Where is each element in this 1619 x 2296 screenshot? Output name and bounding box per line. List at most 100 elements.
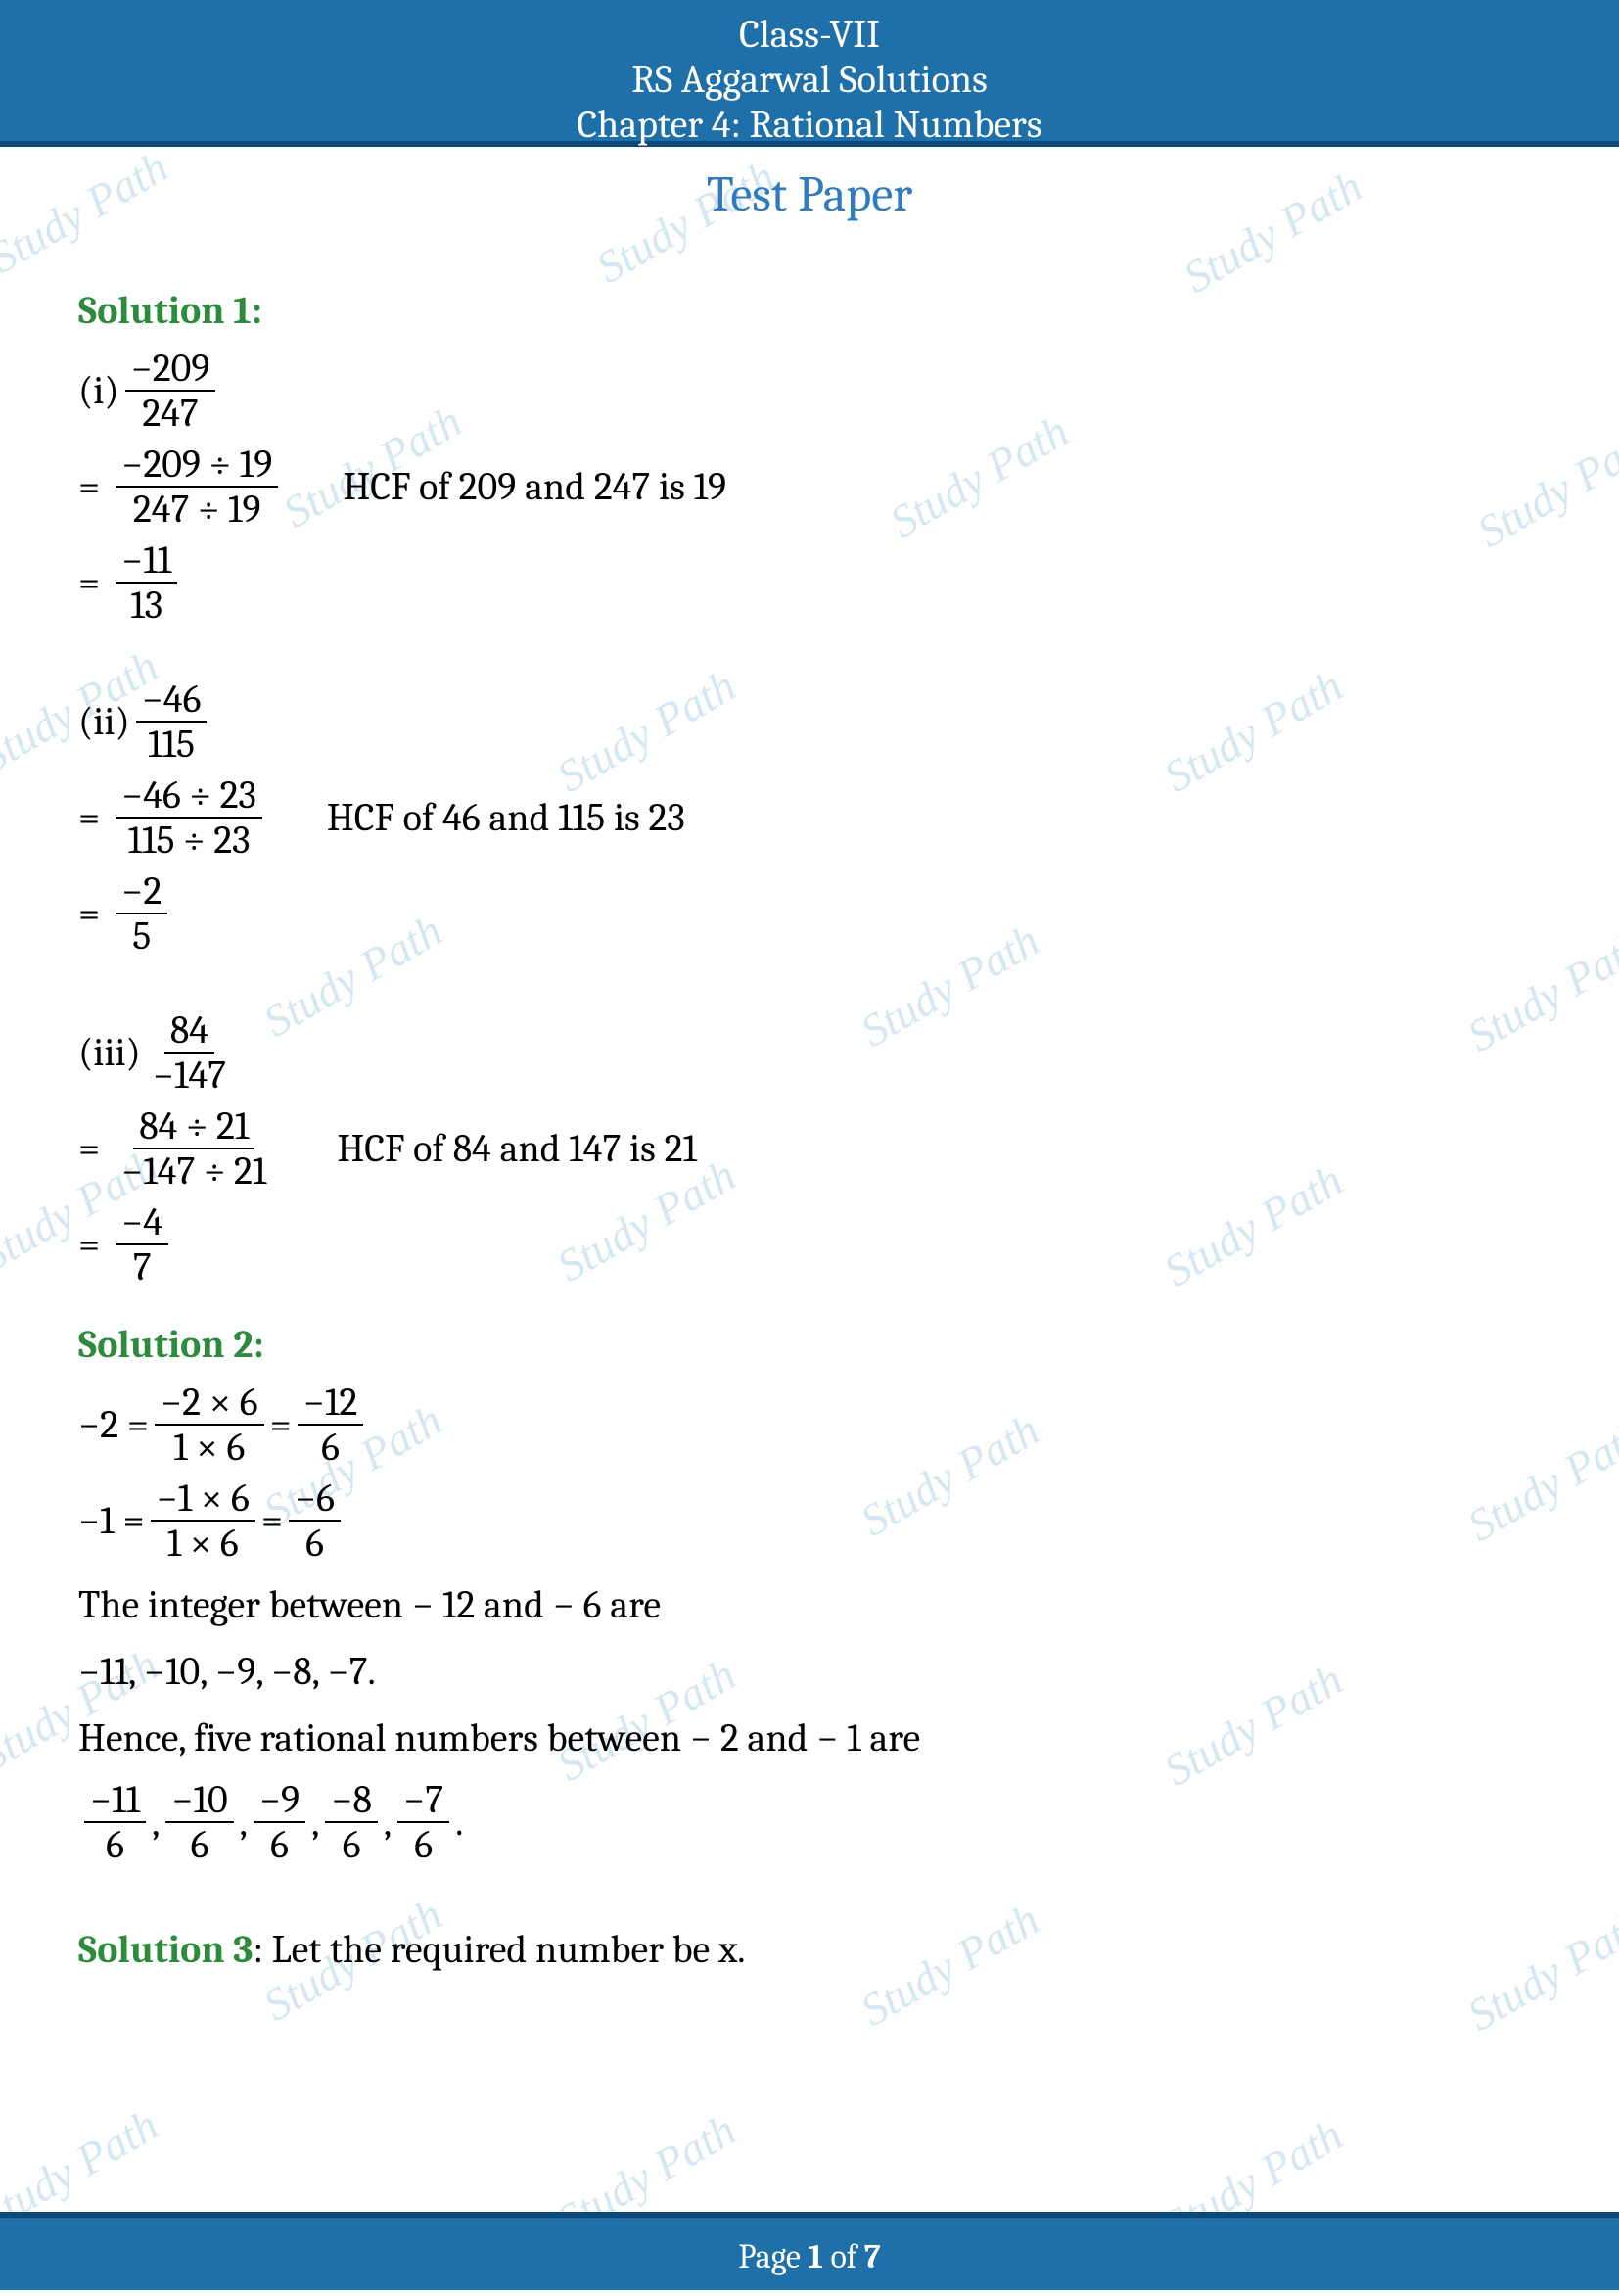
- header-line-1: Class-VII: [0, 12, 1619, 57]
- solution-3-title: Solution 3: [78, 1927, 254, 1972]
- separator: ,: [152, 1796, 160, 1849]
- equals-sign: =: [78, 887, 100, 940]
- denominator: 6: [185, 1823, 215, 1866]
- numerator: −46: [136, 678, 208, 723]
- solution-2-title: Solution 2:: [78, 1318, 1541, 1371]
- solution-3-line: Solution 3: Let the required number be x…: [78, 1923, 1541, 1976]
- footer-of: of: [823, 2237, 864, 2276]
- denominator: 115 ÷ 23: [122, 819, 256, 862]
- page-footer: Page 1 of 7: [0, 2212, 1619, 2290]
- s1-p3-label: (iii): [78, 1026, 141, 1079]
- fraction: −106: [165, 1778, 233, 1866]
- hcf-note: HCF of 84 and 147 is 21: [337, 1122, 697, 1175]
- page-header: Class-VII RS Aggarwal Solutions Chapter …: [0, 0, 1619, 147]
- solution-3-text: Let the required number be x.: [272, 1927, 746, 1972]
- fraction: −11 13: [116, 539, 177, 627]
- fraction: −12 6: [298, 1381, 364, 1469]
- s1-p2-line3: = −2 5: [78, 869, 1541, 958]
- numerator: −209: [125, 347, 216, 392]
- denominator: 6: [264, 1823, 295, 1866]
- fraction: 84 −147: [147, 1008, 232, 1097]
- footer-total: 7: [864, 2237, 881, 2276]
- fraction: −76: [397, 1778, 449, 1866]
- fraction: −4 7: [116, 1200, 168, 1289]
- denominator: 6: [100, 1823, 130, 1866]
- denominator: 247: [136, 392, 204, 435]
- numerator: −8: [325, 1778, 378, 1823]
- fraction: −1 × 6 1 × 6: [151, 1476, 255, 1565]
- denominator: 6: [408, 1823, 439, 1866]
- numerator: −9: [254, 1778, 305, 1823]
- equals-sign: =: [270, 1398, 292, 1451]
- s1-p3-line3: = −4 7: [78, 1200, 1541, 1289]
- solution-1-title: Solution 1:: [78, 284, 1541, 337]
- denominator: 6: [315, 1426, 346, 1469]
- numerator: −209 ÷ 19: [116, 443, 278, 488]
- s2-lhs1: −2 =: [78, 1398, 149, 1451]
- s1-p1-line1: (i) −209 247: [78, 347, 1541, 435]
- s2-text1: The integer between − 12 and − 6 are: [78, 1578, 1541, 1631]
- fraction: −116: [84, 1778, 146, 1866]
- numerator: −1 × 6: [151, 1476, 255, 1522]
- denominator: 247 ÷ 19: [127, 488, 267, 531]
- s1-p3-line1: (iii) 84 −147: [78, 1008, 1541, 1097]
- denominator: 1 × 6: [167, 1426, 251, 1469]
- separator: ,: [384, 1796, 392, 1849]
- fraction: −209 ÷ 19 247 ÷ 19: [116, 443, 278, 531]
- fraction: −46 115: [136, 678, 208, 766]
- fraction: −6 6: [289, 1476, 341, 1565]
- denominator: 1 × 6: [162, 1522, 245, 1565]
- s2-line2: −1 = −1 × 6 1 × 6 = −6 6: [78, 1476, 1541, 1565]
- numerator: −12: [298, 1381, 364, 1426]
- numerator: −10: [165, 1778, 233, 1823]
- separator: ,: [240, 1796, 248, 1849]
- equals-sign: =: [261, 1494, 283, 1547]
- equals-sign: =: [78, 791, 100, 844]
- denominator: 115: [142, 723, 201, 766]
- s2-lhs2: −1 =: [78, 1494, 145, 1547]
- solution-3-colon: :: [254, 1927, 272, 1972]
- separator: ,: [311, 1796, 319, 1849]
- denominator: −147: [147, 1054, 232, 1097]
- separator: .: [455, 1796, 463, 1849]
- s1-p1-line2: = −209 ÷ 19 247 ÷ 19 HCF of 209 and 247 …: [78, 443, 1541, 531]
- numerator: 84 ÷ 21: [133, 1104, 254, 1149]
- numerator: −11: [84, 1778, 146, 1823]
- fraction: 84 ÷ 21 −147 ÷ 21: [116, 1104, 272, 1193]
- fraction: −2 5: [116, 869, 167, 958]
- footer-current: 1: [808, 2237, 823, 2276]
- numerator: −4: [116, 1200, 168, 1245]
- denominator: 6: [337, 1823, 367, 1866]
- denominator: 6: [300, 1522, 330, 1565]
- fraction: −86: [325, 1778, 378, 1866]
- numerator: −2: [116, 869, 167, 914]
- denominator: 13: [124, 584, 168, 627]
- hcf-note: HCF of 209 and 247 is 19: [343, 460, 726, 513]
- s2-answer-fracs: −116, −106, −96, −86, −76.: [78, 1778, 1541, 1866]
- numerator: −46 ÷ 23: [116, 773, 262, 819]
- s1-p3-line2: = 84 ÷ 21 −147 ÷ 21 HCF of 84 and 147 is…: [78, 1104, 1541, 1193]
- denominator: −147 ÷ 21: [116, 1149, 272, 1193]
- fraction: −96: [254, 1778, 305, 1866]
- numerator: −2 × 6: [155, 1381, 264, 1426]
- fraction: −46 ÷ 23 115 ÷ 23: [116, 773, 262, 862]
- equals-sign: =: [78, 1218, 100, 1271]
- s1-p1-label: (i): [78, 364, 119, 417]
- s2-line1: −2 = −2 × 6 1 × 6 = −12 6: [78, 1381, 1541, 1469]
- equals-sign: =: [78, 460, 100, 513]
- s1-p1-line3: = −11 13: [78, 539, 1541, 627]
- fraction: −2 × 6 1 × 6: [155, 1381, 264, 1469]
- denominator: 7: [127, 1245, 158, 1289]
- numerator: −7: [397, 1778, 449, 1823]
- equals-sign: =: [78, 556, 100, 609]
- s2-text3: Hence, five rational numbers between − 2…: [78, 1711, 1541, 1764]
- denominator: 5: [126, 914, 157, 958]
- s2-text2: −11, −10, −9, −8, −7.: [78, 1645, 1541, 1698]
- s1-p2-line1: (ii) −46 115: [78, 678, 1541, 766]
- header-line-3: Chapter 4: Rational Numbers: [0, 102, 1619, 147]
- numerator: 84: [164, 1008, 214, 1054]
- s1-p2-label: (ii): [78, 695, 130, 748]
- numerator: −11: [116, 539, 177, 584]
- hcf-note: HCF of 46 and 115 is 23: [327, 791, 685, 844]
- equals-sign: =: [78, 1122, 100, 1175]
